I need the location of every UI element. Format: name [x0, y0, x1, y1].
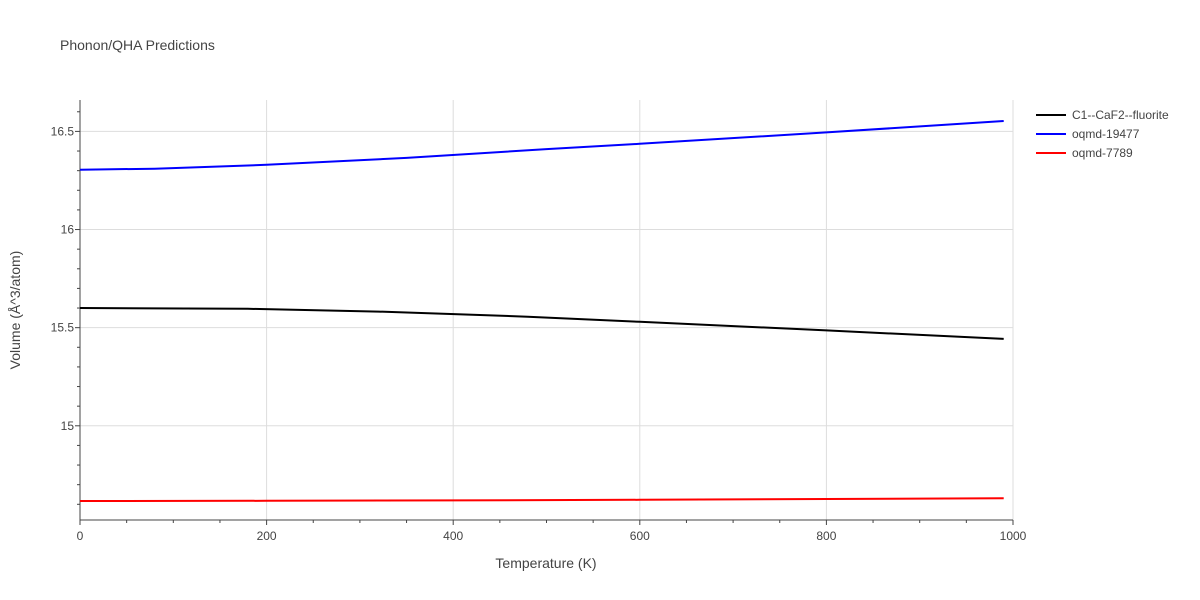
y-axis-title: Volume (Å^3/atom): [7, 251, 23, 370]
series-line-C1--CaF2--fluorite: [79, 307, 1004, 340]
series-lines: [79, 120, 1004, 502]
legend-label: oqmd-19477: [1072, 127, 1140, 141]
y-tick-label: 16: [61, 223, 75, 237]
legend-label: oqmd-7789: [1072, 146, 1133, 160]
x-tick-label: 400: [443, 529, 463, 543]
x-tick-label: 200: [257, 529, 277, 543]
tick-labels: 0 200 400 600 800 1000 15 15.5 16 16.5: [51, 124, 1027, 543]
chart-title: Phonon/QHA Predictions: [60, 37, 215, 53]
series-line-oqmd-7789: [79, 497, 1004, 502]
x-tick-label: 0: [77, 529, 84, 543]
x-tick-label: 1000: [1000, 529, 1027, 543]
series-line-oqmd-19477: [79, 120, 1004, 171]
legend-label: C1--CaF2--fluorite: [1072, 108, 1169, 122]
axes: [75, 100, 1014, 525]
y-tick-label: 16.5: [51, 124, 75, 138]
y-tick-label: 15: [61, 419, 75, 433]
y-tick-label: 15.5: [51, 321, 75, 335]
legend: C1--CaF2--fluorite oqmd-19477 oqmd-7789: [1036, 108, 1169, 160]
x-tick-label: 800: [816, 529, 836, 543]
x-axis-title: Temperature (K): [495, 555, 596, 571]
x-tick-label: 600: [630, 529, 650, 543]
grid: [80, 100, 1014, 520]
